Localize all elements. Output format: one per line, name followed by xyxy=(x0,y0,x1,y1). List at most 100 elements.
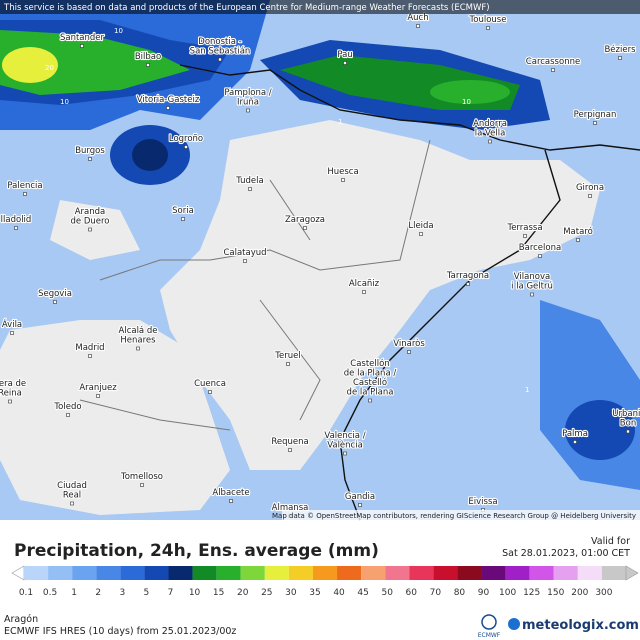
scale-swatch xyxy=(144,566,169,580)
place-label: Madrid xyxy=(75,343,104,353)
place-marker xyxy=(488,139,492,144)
place-marker xyxy=(288,448,292,452)
place-marker xyxy=(146,63,150,67)
place-marker xyxy=(218,57,222,62)
place-label: vera de xyxy=(0,379,26,389)
brand: meteologix.com xyxy=(522,618,639,633)
ecmwf-logo: ECMWF xyxy=(478,632,501,639)
region-borders xyxy=(79,139,431,431)
place-label: Soria xyxy=(172,206,194,216)
contour-label: 10 xyxy=(60,98,69,106)
place-marker xyxy=(88,354,92,358)
scale-label: 7 xyxy=(168,588,174,598)
color-scale: 0.1 0.5 1 2 3 5 7 10 15 20 25 30 35 40 45 50 60 70 80 90 100… xyxy=(11,565,639,598)
place-label: Pamplona / xyxy=(224,88,271,98)
place-label: Real xyxy=(63,491,81,501)
place-marker xyxy=(66,413,70,417)
place-marker xyxy=(70,501,74,506)
place-label: Logroño xyxy=(169,134,203,144)
notice: This service is based on data and produc… xyxy=(3,3,490,13)
place-marker xyxy=(576,238,580,242)
ecmwf-icon xyxy=(481,614,497,630)
place-label: Tomelloso xyxy=(120,472,163,482)
place-label: de la Plana xyxy=(347,388,394,398)
notice-bar xyxy=(0,0,640,14)
scale-swatch xyxy=(72,566,97,580)
place-label: Toulouse xyxy=(469,15,507,25)
place-label: Pau xyxy=(337,50,352,60)
precip-areas xyxy=(0,0,640,490)
place-label: Eivissa xyxy=(468,497,497,507)
place-label: Bon xyxy=(620,419,636,429)
place-label: Tudela xyxy=(235,176,263,186)
scale-label: 35 xyxy=(309,588,320,598)
scale-label: 45 xyxy=(357,588,368,598)
place-label: Palencia xyxy=(7,181,42,191)
place-label: Vinaròs xyxy=(393,338,425,349)
place-label: Terrassa xyxy=(506,223,542,233)
place-marker xyxy=(88,227,92,232)
place-marker xyxy=(341,178,345,182)
place-marker xyxy=(166,106,170,110)
scale-swatch xyxy=(192,566,217,580)
scale-swatch xyxy=(48,566,73,580)
place-label: Albacete xyxy=(212,488,249,498)
scale-swatch xyxy=(120,566,145,580)
map: Santander Bilbao Donostia -San Sebastián Pa… xyxy=(0,0,640,521)
place-marker xyxy=(343,61,347,65)
scale-label: 2 xyxy=(95,588,101,598)
place-marker xyxy=(88,157,92,161)
place-marker xyxy=(551,68,555,72)
place-marker xyxy=(486,26,490,30)
place-label: Castellón xyxy=(350,358,389,369)
place-label: Béziers xyxy=(604,44,636,55)
place-label: Aranda xyxy=(75,207,106,217)
dry-areas xyxy=(0,120,600,515)
place-label: Gandia xyxy=(345,492,375,502)
place-marker xyxy=(407,350,411,354)
place-label: Santander xyxy=(60,33,105,43)
scale-swatch xyxy=(505,566,530,580)
scale-swatch xyxy=(457,566,482,580)
scale-swatch xyxy=(601,566,626,580)
place-label: lladolid xyxy=(1,215,32,225)
place-marker xyxy=(248,187,252,191)
place-marker xyxy=(243,259,247,263)
place-marker xyxy=(523,234,527,238)
place-marker xyxy=(626,429,630,434)
place-label: Burgos xyxy=(75,146,105,156)
scale-label: 150 xyxy=(547,588,564,598)
scale-swatch xyxy=(312,566,338,580)
scale-label: 10 xyxy=(189,588,201,598)
legend-title: Precipitation, 24h, Ens. average (mm) xyxy=(14,541,379,561)
scale-label: 50 xyxy=(381,588,393,598)
scale-label: 0.5 xyxy=(43,588,57,598)
place-label: Andorra xyxy=(473,119,507,129)
place-marker xyxy=(136,346,140,351)
place-marker xyxy=(416,24,420,28)
place-label: San Sebastián xyxy=(190,47,251,57)
place-label: Auch xyxy=(407,13,428,23)
place-label: Vitoria-Gasteiz xyxy=(137,95,200,105)
place-marker xyxy=(96,394,100,398)
valid-label: Valid for xyxy=(591,536,630,547)
place-label: Carcassonne xyxy=(526,57,580,67)
scale-swatch xyxy=(553,566,578,580)
brand-icon xyxy=(508,618,520,630)
scale-swatch xyxy=(577,566,602,580)
place-label: Palma xyxy=(562,429,588,439)
place-label: Urbanit xyxy=(612,409,640,419)
place-marker xyxy=(140,483,144,487)
place-label: Alcañiz xyxy=(349,279,380,289)
place-label: Castelló xyxy=(353,377,387,388)
place-label: de Duero xyxy=(71,217,110,227)
place-marker xyxy=(593,121,597,125)
scale-label: 40 xyxy=(333,588,345,598)
place-label: Alcalá de xyxy=(119,326,158,336)
scale-swatch xyxy=(240,566,265,580)
scale-label: 300 xyxy=(595,588,612,598)
borders-coast xyxy=(179,64,640,521)
place-label: Lleida xyxy=(408,221,433,231)
scale-label: 0.1 xyxy=(19,588,33,598)
place-label: València xyxy=(327,440,363,451)
